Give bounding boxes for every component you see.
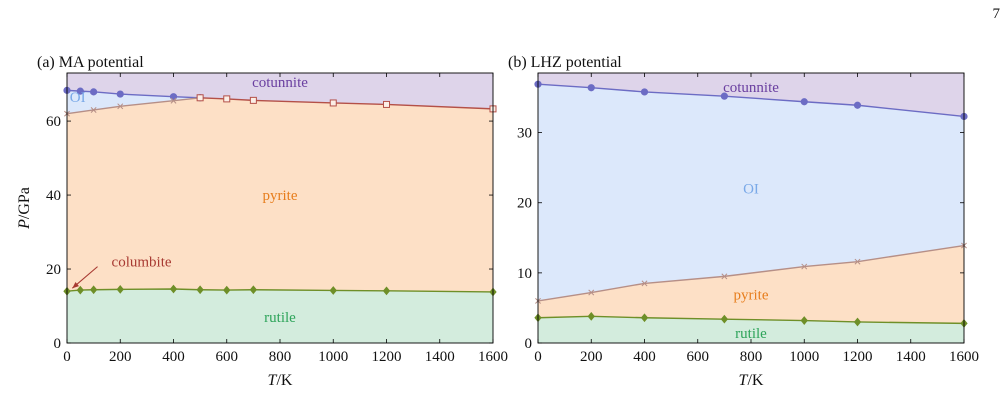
panel-a-rutile-boundary-point: [89, 285, 98, 295]
panel-a-rutile-boundary-point: [329, 286, 337, 295]
panel-a-region-label-oi: OI: [70, 90, 86, 106]
panel-a-ytick-label: 0: [54, 336, 62, 352]
panel-b-xtick-label: 1000: [789, 349, 819, 365]
panel-a-cotunnite-region: [67, 73, 493, 109]
panel-a-xtick-label: 800: [269, 349, 292, 365]
panel-a-xtick-label: 400: [162, 349, 185, 365]
panel-a-cotunnite-boundary-point: [76, 87, 84, 95]
panel-b-rutile-boundary-point: [853, 317, 862, 327]
page-number: 7: [992, 6, 1001, 22]
panel-b-rutile-boundary-point: [800, 316, 808, 325]
panel-b-cotunnite-boundary-point: [853, 101, 862, 109]
panel-a-xlabel: T/K: [268, 372, 293, 389]
panel-a-rutile-boundary-point: [382, 286, 391, 296]
panel-a-xtick-label: 600: [216, 349, 239, 365]
panel-b-oi-pyrite-boundary-point: [854, 258, 861, 265]
panel-a-columbite-arrowhead: [72, 281, 80, 289]
panel-a-cotunnite-boundary-point: [116, 90, 124, 98]
panel-a-xtick-label: 1200: [372, 349, 402, 365]
panel-b-rutile-boundary-point: [640, 313, 649, 323]
panel-a-xtick-label: 1000: [318, 349, 348, 365]
panel-b-region-label-pyrite: pyrite: [734, 288, 769, 304]
panel-a-region-label-cotunnite: cotunnite: [252, 75, 308, 91]
panel-a-pyrite-cotunnite-boundary-point: [196, 94, 204, 102]
panel-b-cotunnite-region: [538, 73, 964, 117]
panel-b-cotunnite-boundary-point: [640, 88, 649, 96]
panel-a-xtick-label: 1400: [425, 349, 455, 365]
panel-b-oi-pyrite-boundary-point: [588, 289, 595, 296]
panel-b-xtick-label: 600: [687, 349, 710, 365]
panel-b-xtick-label: 1400: [896, 349, 926, 365]
panel-a-xtick-label: 1600: [478, 349, 508, 365]
panel-a-pyrite-region: [67, 90, 493, 292]
panel-b-rutile-boundary-point: [587, 311, 595, 321]
panel-a-ylabel: P/GPa: [16, 187, 33, 230]
panel-a-rutile-boundary-point: [249, 285, 258, 295]
panel-a-pyrite-cotunnite-boundary-point: [249, 96, 257, 104]
panel-a-cotunnite-boundary-point: [169, 93, 178, 101]
panel-a-cotunnite-boundary-point: [90, 88, 98, 96]
panel-b-region-label-cotunnite: cotunnite: [723, 80, 779, 96]
panel-b-cotunnite-boundary-point: [587, 84, 595, 92]
panel-a-ytick-label: 60: [46, 114, 61, 130]
panel-a-pyrite-cotunnite-boundary-line: [200, 97, 494, 110]
panel-b-xtick-label: 200: [580, 349, 603, 365]
panel-a-pyrite-cotunnite-boundary-point: [383, 100, 390, 108]
panel-a-ytick-label: 40: [46, 188, 61, 204]
panel-b-cotunnite-boundary-point: [800, 98, 808, 106]
panel-a-oi-pyrite-boundary-point: [117, 103, 124, 110]
panel-a-title: (a) MA potential: [37, 54, 144, 71]
panel-a-region-label-columbite: columbite: [112, 255, 172, 271]
panel-b-xlabel: T/K: [739, 372, 764, 389]
panel-a-rutile-boundary-point: [116, 284, 124, 294]
panel-a-rutile-boundary-point: [196, 285, 204, 295]
panel-b-oi-pyrite-boundary-point: [721, 273, 728, 280]
panel-a-oi-pyrite-boundary-point: [90, 107, 97, 113]
panel-a-rutile-boundary-point: [76, 285, 84, 295]
panel-b-region-label-oi: OI: [743, 182, 759, 198]
panel-a-rutile-region: [67, 289, 493, 343]
panel-b-oi-pyrite-boundary-point: [801, 263, 808, 270]
panel-b-ytick-label: 20: [517, 196, 532, 212]
panel-b-oi-region: [538, 84, 964, 301]
panel-b-xtick-label: 1200: [843, 349, 873, 365]
panel-a-pyrite-cotunnite-boundary-point: [329, 99, 337, 107]
panel-b-cotunnite-boundary-point: [720, 92, 728, 100]
panel-b-region-label-rutile: rutile: [735, 326, 767, 342]
panel-b-pyrite-region: [538, 245, 964, 324]
panel-b-title: (b) LHZ potential: [508, 54, 622, 71]
panel-a-ytick-label: 20: [46, 262, 61, 278]
panel-a-oi-pyrite-boundary-point: [170, 97, 177, 104]
panel-b-ytick-label: 10: [517, 266, 532, 282]
panel-a-oi-region: [67, 90, 201, 114]
panel-a-xtick-label: 200: [109, 349, 132, 365]
panel-b-xtick-label: 400: [633, 349, 656, 365]
panel-a-xtick-label: 0: [63, 349, 71, 365]
panel-b-xtick-label: 1600: [949, 349, 979, 365]
panel-a-rutile-boundary-point: [223, 285, 231, 295]
panel-a-rutile-boundary-point: [169, 284, 178, 294]
panel-b-oi-pyrite-boundary-point: [641, 280, 648, 287]
panel-b-xtick-label: 0: [534, 349, 542, 365]
panel-a-pyrite-cotunnite-boundary-point: [223, 95, 231, 103]
panel-b-rutile-boundary-point: [720, 314, 729, 324]
panel-b-ytick-label: 30: [517, 126, 532, 142]
panel-a-region-label-rutile: rutile: [264, 310, 296, 326]
panel-a-region-label-pyrite: pyrite: [263, 188, 298, 204]
panel-b-xtick-label: 800: [740, 349, 763, 365]
panel-b-ytick-label: 0: [525, 336, 533, 352]
